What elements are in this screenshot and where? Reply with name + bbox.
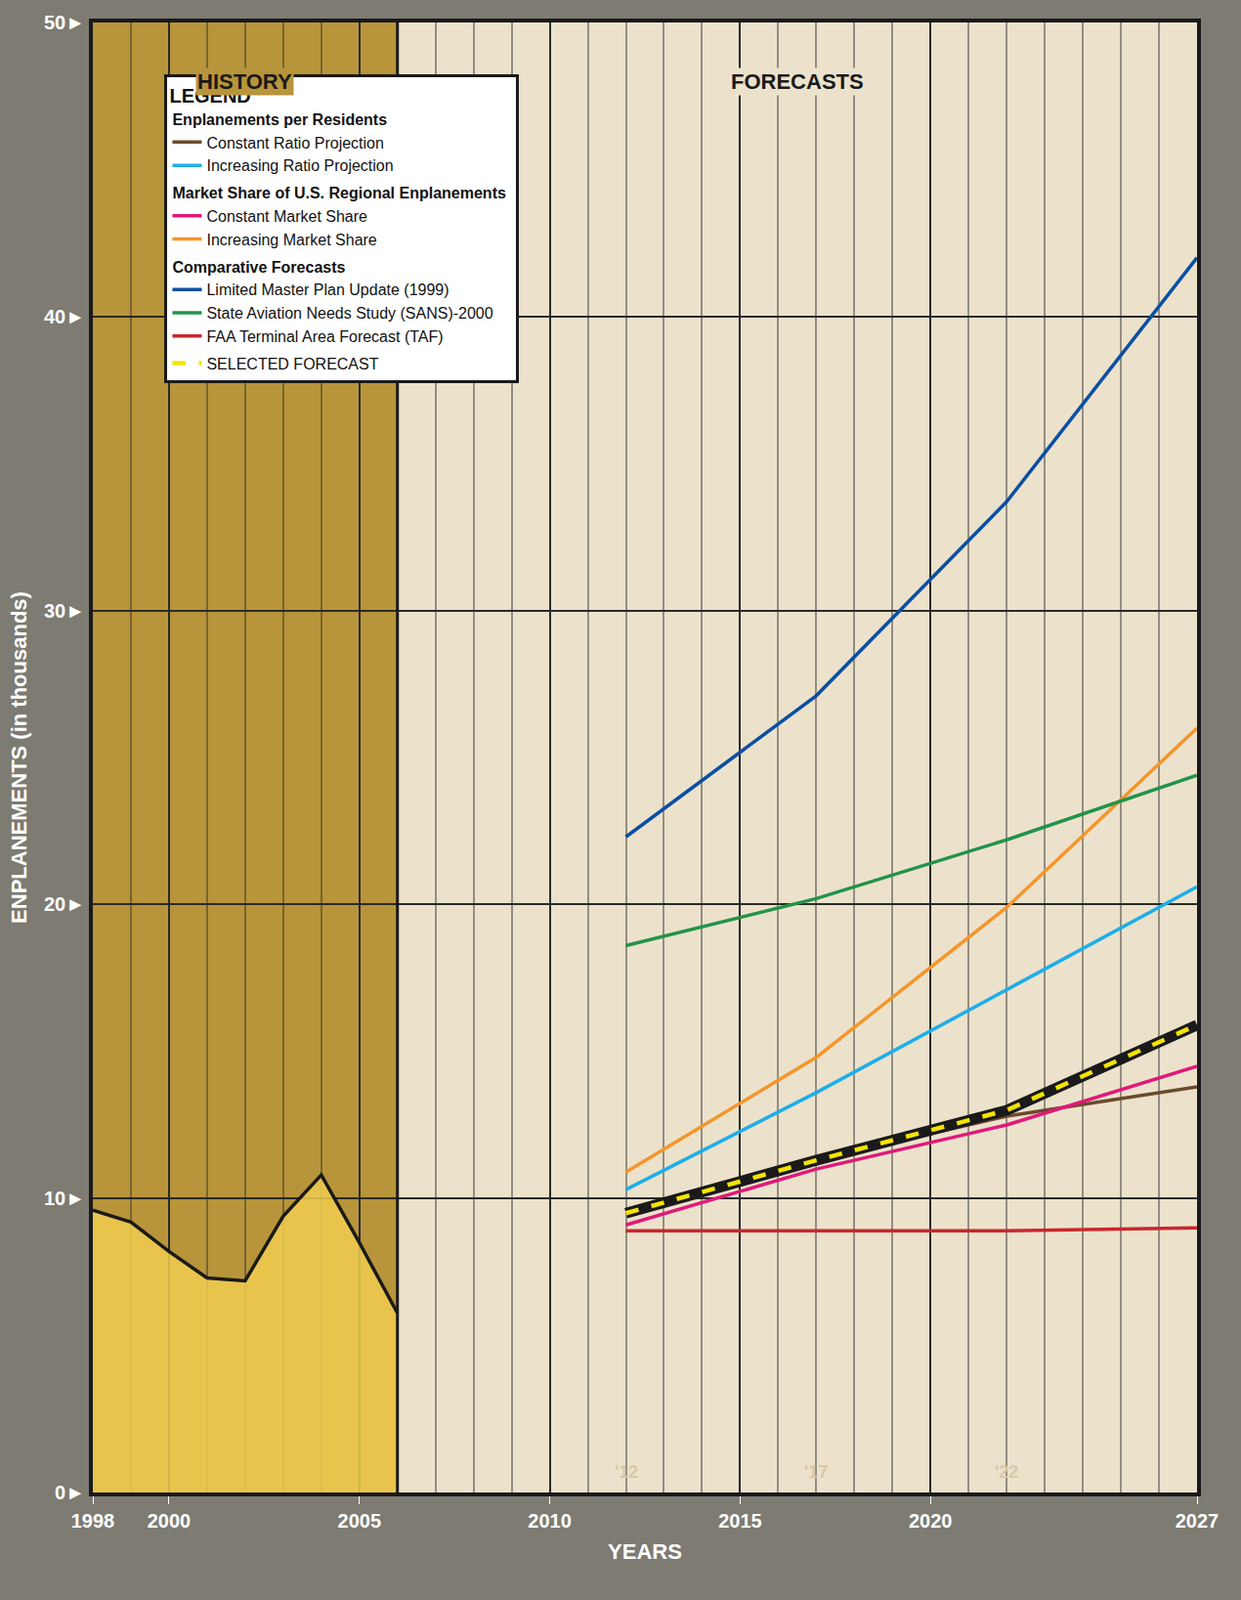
svg-text:10►: 10► <box>43 1187 86 1209</box>
svg-text:Limited Master Plan Update (19: Limited Master Plan Update (1999) <box>206 281 449 299</box>
svg-text:SELECTED FORECAST: SELECTED FORECAST <box>206 355 379 373</box>
svg-text:Increasing Market Share: Increasing Market Share <box>206 231 377 249</box>
svg-text:YEARS: YEARS <box>607 1539 683 1564</box>
svg-text:0►: 0► <box>54 1481 86 1503</box>
svg-text:50►: 50► <box>43 11 86 34</box>
svg-text:'17: '17 <box>804 1461 828 1482</box>
svg-text:'12: '12 <box>614 1461 639 1482</box>
svg-text:Market Share of U.S. Regional: Market Share of U.S. Regional Enplanemen… <box>171 184 507 202</box>
svg-text:2010: 2010 <box>527 1509 572 1532</box>
svg-text:ENPLANEMENTS (in thousands): ENPLANEMENTS (in thousands) <box>6 591 32 924</box>
svg-text:2000: 2000 <box>147 1509 192 1532</box>
svg-text:LEGEND: LEGEND <box>169 85 251 107</box>
svg-text:Increasing Ratio Projection: Increasing Ratio Projection <box>206 157 393 174</box>
svg-text:2015: 2015 <box>718 1509 763 1532</box>
svg-text:2005: 2005 <box>338 1509 383 1532</box>
svg-text:2027: 2027 <box>1175 1509 1220 1532</box>
svg-text:Comparative Forecasts: Comparative Forecasts <box>171 258 345 276</box>
svg-text:Enplanements per Residents: Enplanements per Residents <box>171 111 387 129</box>
svg-text:Constant Market Share: Constant Market Share <box>206 208 368 225</box>
svg-text:'22: '22 <box>994 1461 1019 1482</box>
svg-text:1998: 1998 <box>71 1509 116 1532</box>
svg-text:30►: 30► <box>43 599 86 622</box>
svg-text:20►: 20► <box>43 893 86 915</box>
svg-text:Constant Ratio Projection: Constant Ratio Projection <box>206 134 384 152</box>
svg-text:State Aviation Needs Study (SA: State Aviation Needs Study (SANS)-2000 <box>206 304 493 322</box>
svg-text:FAA Terminal Area Forecast (TA: FAA Terminal Area Forecast (TAF) <box>206 328 443 345</box>
svg-text:HISTORY: HISTORY <box>197 69 293 94</box>
svg-text:FORECASTS: FORECASTS <box>730 69 864 94</box>
svg-text:40►: 40► <box>43 305 86 328</box>
svg-text:2020: 2020 <box>908 1509 953 1532</box>
